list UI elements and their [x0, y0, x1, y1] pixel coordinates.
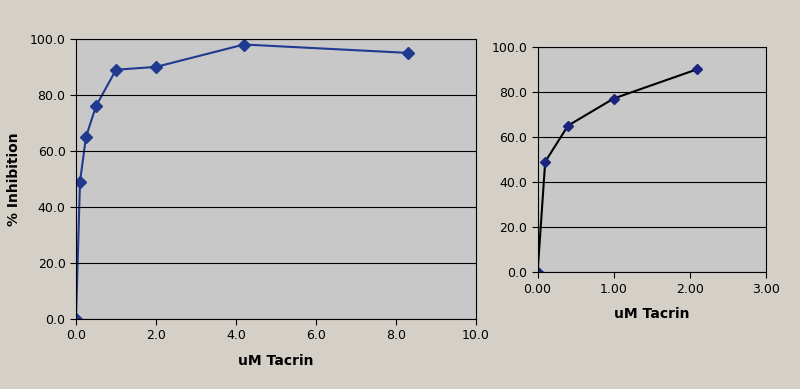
X-axis label: uM Tacrin: uM Tacrin: [238, 354, 314, 368]
X-axis label: uM Tacrin: uM Tacrin: [614, 307, 690, 321]
Y-axis label: % Inhibition: % Inhibition: [7, 132, 22, 226]
